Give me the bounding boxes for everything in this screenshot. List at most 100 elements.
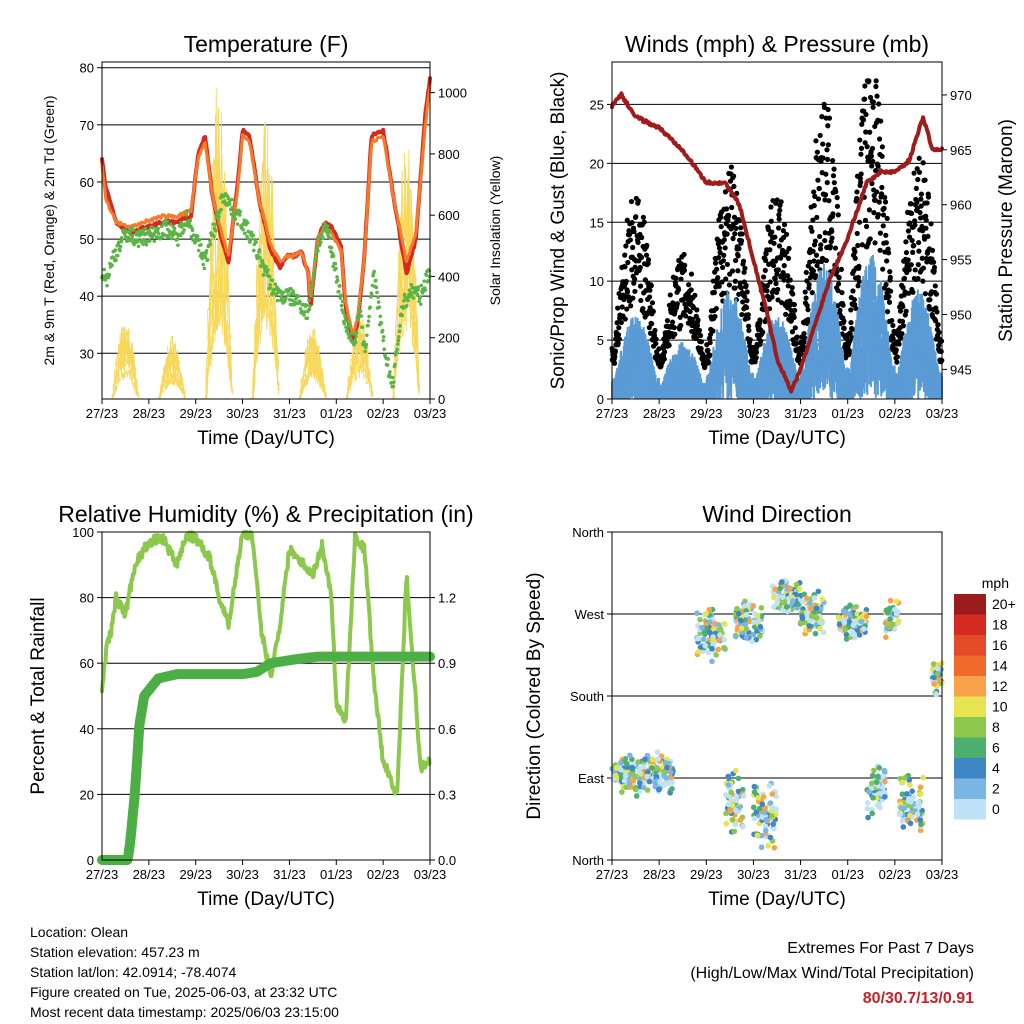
dewpoint-dot — [126, 235, 131, 240]
recent-text: Most recent data timestamp: 2025/06/03 2… — [30, 1004, 339, 1020]
dewpoint-dot — [288, 297, 292, 302]
legend-label: 14 — [992, 658, 1008, 674]
direction-dot — [703, 610, 710, 617]
gust-dot — [858, 145, 865, 151]
dewpoint-dot — [208, 242, 213, 247]
direction-dot — [899, 791, 906, 798]
direction-dot — [710, 637, 716, 643]
dewpoint-dot — [172, 226, 177, 231]
dewpoint-dot — [363, 349, 367, 354]
gust-dot — [716, 245, 723, 251]
direction-dot — [905, 798, 912, 804]
gust-dot — [912, 267, 918, 273]
dewpoint-dot — [381, 335, 386, 339]
dewpoint-dot — [367, 314, 371, 319]
direction-dot — [773, 806, 779, 813]
gust-dot — [736, 246, 742, 252]
gust-dot — [928, 221, 934, 227]
gust-dot — [927, 297, 933, 303]
gust-dot — [855, 283, 861, 289]
direction-dot — [876, 765, 883, 771]
gust-dot — [720, 258, 727, 264]
direction-dot — [774, 600, 780, 607]
gust-dot — [724, 231, 730, 237]
gust-dot — [625, 259, 631, 266]
gust-dot — [856, 278, 862, 285]
gust-dot — [919, 255, 925, 261]
gust-dot — [890, 336, 896, 342]
panel3-ytick-label: South — [570, 689, 604, 704]
gust-dot — [643, 252, 650, 258]
gust-dot — [618, 319, 624, 326]
gust-dot — [854, 195, 860, 202]
direction-dot — [742, 617, 748, 624]
panel0-ytick-label: 50 — [80, 232, 94, 247]
extremes-subtitle: (High/Low/Max Wind/Total Precipitation) — [690, 965, 974, 982]
direction-dot — [646, 778, 653, 785]
panel1-ylabel: Sonic/Prop Wind & Gust (Blue, Black) — [548, 72, 569, 390]
gust-dot — [768, 204, 774, 210]
gust-dot — [912, 222, 918, 228]
latlon-text: Station lat/lon: 42.0914; -78.4074 — [30, 964, 237, 980]
direction-dot — [767, 800, 774, 806]
dewpoint-dot — [354, 330, 359, 335]
gust-dot — [732, 231, 738, 237]
gust-dot — [877, 230, 884, 236]
panel0-y2tick-label: 1000 — [438, 86, 467, 101]
gust-dot — [720, 290, 726, 296]
panel2-ylabel: Percent & Total Rainfall — [28, 597, 49, 794]
direction-dot — [711, 626, 717, 632]
dewpoint-dot — [392, 380, 396, 384]
dewpoint-dot — [340, 299, 345, 304]
panel2-xtick-label: 28/23 — [133, 867, 166, 882]
direction-dot — [754, 832, 761, 839]
gust-dot — [932, 318, 939, 324]
gust-dot — [746, 327, 752, 334]
panel1-ytick-label: 0 — [597, 392, 604, 407]
dewpoint-dot — [327, 229, 331, 234]
direction-dot — [893, 611, 900, 617]
direction-dot — [695, 635, 701, 642]
gust-dot — [801, 330, 807, 337]
gust-dot — [920, 265, 927, 271]
dewpoint-dot — [338, 296, 343, 300]
direction-dot — [777, 585, 783, 592]
dewpoint-dot — [308, 304, 312, 308]
gust-dot — [629, 220, 635, 226]
direction-dot — [705, 649, 712, 656]
gust-dot — [812, 193, 818, 199]
dewpoint-dot — [102, 267, 107, 272]
gust-dot — [635, 198, 641, 204]
gust-dot — [631, 228, 637, 235]
panel2-xtick-label: 03/23 — [414, 867, 447, 882]
gust-dot — [829, 235, 835, 241]
gust-dot — [911, 170, 917, 176]
gust-dot — [721, 252, 727, 258]
gust-dot — [638, 297, 644, 304]
dewpoint-dot — [259, 264, 263, 269]
dewpoint-dot — [251, 233, 256, 238]
dewpoint-dot — [238, 209, 243, 214]
gust-dot — [738, 225, 744, 231]
gust-dot — [722, 245, 728, 251]
dewpoint-dot — [136, 244, 141, 249]
dewpoint-dot — [366, 323, 370, 328]
legend-label: 20+ — [992, 596, 1016, 612]
gust-dot — [880, 223, 886, 229]
dewpoint-dot — [426, 279, 430, 283]
gust-dot — [785, 283, 791, 289]
direction-dot — [813, 615, 820, 621]
dewpoint-dot — [205, 257, 210, 262]
gust-dot — [719, 279, 725, 285]
panel1-xtick-label: 01/23 — [831, 406, 864, 421]
legend-label: 18 — [992, 617, 1008, 633]
direction-dot — [654, 765, 661, 772]
direction-dot — [865, 814, 871, 821]
direction-dot — [725, 773, 732, 780]
gust-dot — [804, 302, 810, 309]
direction-dot — [637, 765, 643, 772]
dewpoint-dot — [375, 290, 379, 295]
gust-dot — [781, 222, 788, 228]
dewpoint-dot — [318, 240, 323, 244]
dewpoint-dot — [135, 230, 139, 235]
